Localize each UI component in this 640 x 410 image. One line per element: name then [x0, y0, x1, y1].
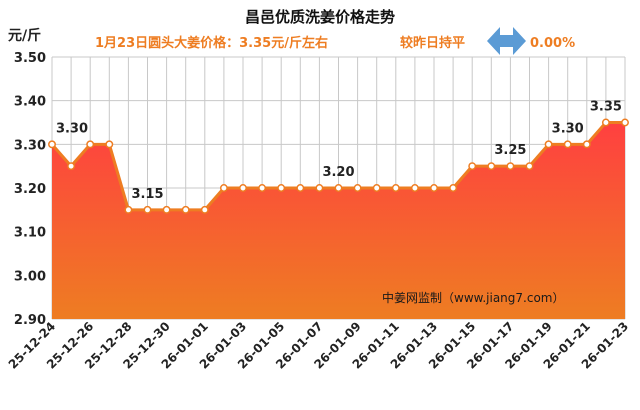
data-point [105, 140, 114, 149]
data-point [296, 184, 305, 192]
watermark: 中姜网监制（www.jiang7.com） [382, 290, 564, 305]
y-tick-label: 3.20 [14, 182, 46, 197]
data-point [430, 184, 438, 192]
data-label: 3.30 [56, 121, 88, 136]
data-point [391, 184, 400, 192]
y-tick-label: 3.10 [14, 226, 46, 241]
data-point [239, 184, 247, 192]
data-point [67, 162, 76, 171]
data-point [162, 205, 171, 214]
y-tick-label: 3.00 [14, 269, 46, 284]
y-tick-label: 3.50 [14, 51, 46, 66]
data-point [143, 205, 152, 214]
change-text: 较昨日持平 [400, 35, 465, 51]
data-point [353, 184, 362, 192]
data-point [200, 205, 209, 214]
data-point [334, 184, 343, 192]
data-point [219, 184, 228, 192]
y-axis-label: 元/斤 [8, 27, 41, 44]
data-point [621, 118, 629, 127]
data-point [449, 184, 458, 192]
data-point [277, 184, 286, 192]
y-tick-label: 3.30 [14, 138, 46, 153]
area-fill [52, 122, 625, 319]
data-label: 3.15 [131, 187, 163, 202]
data-point [487, 162, 496, 171]
double-arrow-icon [487, 27, 526, 55]
data-label: 3.25 [494, 143, 526, 158]
data-point [525, 162, 534, 171]
data-point [468, 162, 477, 171]
data-point [86, 140, 95, 149]
data-label: 3.20 [322, 165, 354, 180]
data-points [48, 118, 629, 214]
data-label: 3.35 [590, 100, 622, 115]
data-point [544, 140, 553, 149]
change-value: 0.00% [530, 36, 575, 51]
chart-subtitle: 1月23日圆头大姜价格：3.35元/斤左右 [95, 35, 328, 51]
x-tick-labels: 25-12-2425-12-2625-12-2825-12-3026-01-01… [6, 319, 631, 371]
y-tick-labels: 2.90 3.00 3.10 3.20 3.30 3.40 3.50 [14, 51, 46, 328]
data-labels: 3.30 3.15 3.20 3.25 3.30 3.35 [56, 100, 622, 202]
data-point [410, 184, 419, 192]
chart-title: 昌邑优质洗姜价格走势 [245, 8, 395, 26]
data-point [563, 140, 572, 149]
data-point [506, 162, 515, 171]
data-point [258, 184, 267, 192]
y-tick-label: 2.90 [14, 313, 46, 328]
data-point [181, 205, 190, 214]
data-point [124, 205, 133, 214]
data-point [372, 184, 381, 192]
data-point [315, 184, 324, 192]
y-tick-label: 3.40 [14, 95, 46, 110]
data-point [48, 140, 56, 149]
data-point [582, 140, 591, 149]
data-point [601, 118, 610, 127]
data-label: 3.30 [552, 121, 584, 136]
